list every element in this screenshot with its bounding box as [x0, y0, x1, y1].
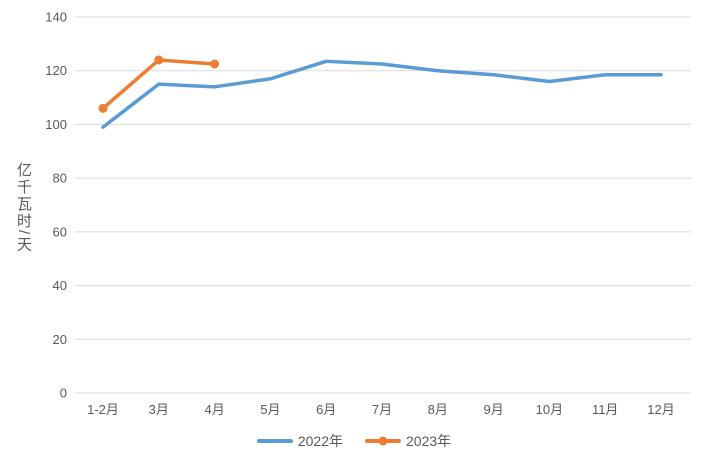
y-axis-tick-label: 60	[53, 224, 67, 239]
legend-swatch-icon	[365, 436, 401, 446]
y-axis-tick-label: 140	[45, 10, 67, 25]
legend-label: 2022年	[297, 433, 343, 449]
y-axis-tick-label: 100	[45, 117, 67, 132]
legend-item-2023年: 2023年	[365, 431, 451, 451]
x-axis-tick-label: 8月	[428, 402, 448, 417]
y-axis-tick-label: 120	[45, 63, 67, 78]
x-axis-tick-label: 10月	[536, 402, 563, 417]
series-line-2022年	[101, 59, 663, 129]
x-axis-tick-label: 1-2月	[87, 402, 119, 417]
x-axis-tick-label: 12月	[647, 402, 674, 417]
x-axis-tick-label: 6月	[316, 402, 336, 417]
series-marker	[210, 59, 220, 69]
x-axis-tick-label: 7月	[372, 402, 392, 417]
x-axis-tick-label: 3月	[149, 402, 169, 417]
series-marker	[154, 55, 164, 65]
y-axis-tick-label: 80	[53, 171, 67, 186]
y-axis-tick-label: 20	[53, 332, 67, 347]
y-axis-tick-label: 0	[60, 386, 67, 401]
x-axis-tick-label: 5月	[260, 402, 280, 417]
legend-marker-dot-icon	[378, 436, 388, 446]
legend-label: 2023年	[406, 433, 452, 449]
x-axis-tick-label: 4月	[204, 402, 224, 417]
legend-swatch-icon	[256, 439, 293, 443]
x-axis-tick-label: 11月	[592, 402, 619, 417]
y-axis-title: 亿千瓦时/天	[15, 162, 32, 254]
y-axis-tick-label: 40	[53, 278, 67, 293]
x-axis-tick-label: 9月	[483, 402, 503, 417]
series-marker	[98, 103, 108, 113]
legend-item-2022年: 2022年	[256, 431, 343, 451]
chart-legend: 2022年 2023年	[0, 431, 708, 451]
